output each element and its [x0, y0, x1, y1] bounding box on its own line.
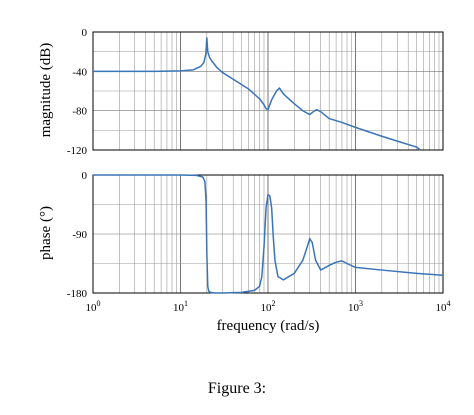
frequency-axis-label: frequency (rad/s) [217, 318, 320, 334]
phase-y-tick-label: -180 [67, 288, 88, 300]
phase-y-tick-label: -90 [72, 229, 87, 241]
phase-y-tick-label: 0 [82, 170, 88, 182]
magnitude-y-tick-label: -120 [67, 145, 88, 157]
x-tick-label: 104 [436, 299, 451, 314]
x-tick-label: 101 [173, 299, 188, 314]
magnitude-panel: 0 -40 -80 -120 [67, 27, 444, 157]
magnitude-y-tick-label: 0 [82, 27, 88, 39]
figure-caption: Figure 3: [207, 380, 267, 397]
magnitude-plot-frame [92, 31, 444, 151]
phase-series-line [93, 174, 444, 294]
phase-plot-frame [92, 174, 444, 294]
magnitude-y-tick-label: -40 [72, 66, 87, 78]
x-tick-label: 102 [261, 299, 276, 314]
magnitude-series-line [93, 37, 421, 151]
phase-axis-label: phase (°) [38, 206, 54, 260]
x-tick-label: 100 [86, 299, 101, 314]
magnitude-y-tick-label: -80 [72, 106, 87, 118]
magnitude-axis-label: magnitude (dB) [38, 43, 54, 138]
x-tick-label: 103 [348, 299, 363, 314]
